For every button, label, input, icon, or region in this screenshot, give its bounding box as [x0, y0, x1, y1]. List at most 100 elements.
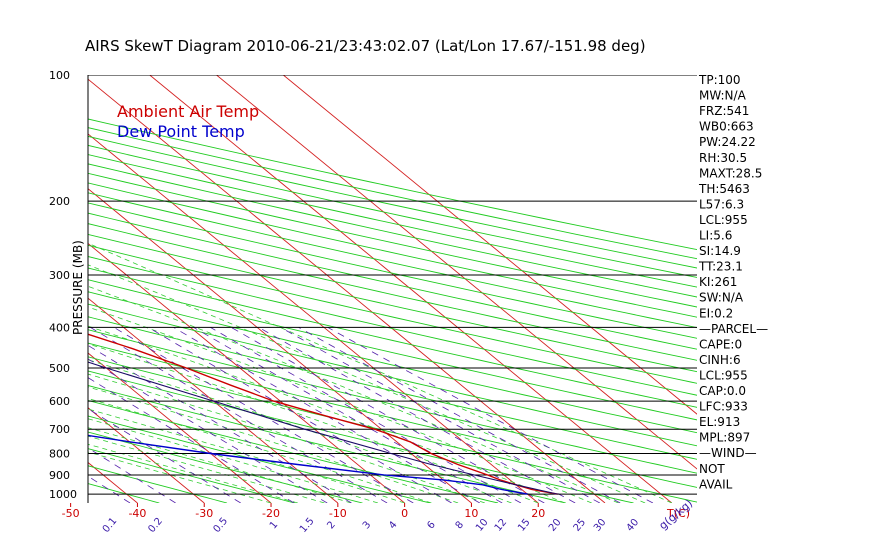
mixing-ratio-line: [90, 326, 388, 503]
dry-adiabat-line: [88, 182, 697, 318]
moist-adiabat-line: [88, 264, 646, 503]
dry-adiabat-line: [88, 244, 697, 384]
mixing-ratio-line: [327, 326, 654, 503]
mixing-ratio-tick-label: 1: [268, 519, 281, 531]
pressure-tick-label: 900: [49, 469, 70, 482]
mixing-ratio-line: [258, 326, 576, 503]
moist-adiabat-line: [88, 398, 432, 503]
moist-adiabat-line: [88, 386, 459, 503]
mixing-ratio-tick-label: 20: [547, 517, 564, 534]
legend-dew-point-temp: Dew Point Temp: [117, 122, 245, 141]
index-entry: TP:100: [698, 73, 741, 87]
dry-adiabat-line: [88, 303, 697, 447]
mixing-ratio-line: [193, 326, 503, 503]
isotherm-line: [88, 407, 205, 503]
dry-adiabat-line: [88, 465, 228, 503]
isotherm-line: [0, 75, 71, 503]
dry-adiabat-line: [88, 267, 697, 408]
dry-adiabat-line: [88, 356, 697, 503]
isotherm-line: [216, 75, 697, 470]
dry-adiabat-line: [88, 192, 697, 329]
index-entry: PW:24.22: [699, 135, 756, 149]
mixing-ratio-line: [298, 326, 621, 503]
index-entry: CAP:0.0: [699, 384, 746, 398]
bottom-temp-tick-label: 10: [464, 507, 478, 520]
y-axis-label: PRESSURE (MB): [71, 240, 85, 335]
index-entry: —WIND—: [699, 446, 757, 460]
moist-adiabat-line: [88, 359, 512, 503]
dry-adiabat-line: [88, 223, 697, 361]
dry-adiabat-line: [88, 342, 697, 488]
pressure-tick-label: 700: [49, 423, 70, 436]
legend-ambient-air-temp: Ambient Air Temp: [117, 102, 259, 121]
index-entry: MW:N/A: [699, 89, 747, 103]
pressure-tick-label: 300: [49, 269, 70, 282]
dry-adiabat-line: [88, 118, 697, 251]
ambient-temp-line: [88, 333, 558, 495]
dry-adiabat-line: [88, 172, 697, 308]
mixing-ratio-line: [280, 326, 600, 503]
bottom-temp-tick-label: -50: [62, 507, 80, 520]
chart-title: AIRS SkewT Diagram 2010-06-21/23:43:02.0…: [85, 37, 646, 55]
moist-adiabat-line: [88, 242, 672, 503]
index-entry: CINH:6: [699, 353, 741, 367]
pressure-tick-label: 800: [49, 448, 70, 461]
mixing-ratio-tick-label: 40: [625, 517, 642, 534]
mixing-ratio-line: [210, 326, 522, 503]
isotherm-line: [88, 352, 272, 503]
mixing-ratio-tick-label: 6: [425, 519, 438, 531]
index-entry: MAXT:28.5: [699, 166, 762, 180]
index-entry: SW:N/A: [699, 291, 744, 305]
mixing-ratio-tick-label: 8: [454, 519, 467, 531]
isotherm-line: [88, 133, 539, 503]
temp-unit-label: T(C): [666, 507, 690, 520]
bottom-temp-tick-label: 0: [401, 507, 408, 520]
index-entry: TT:23.1: [698, 260, 743, 274]
mixing-ratio-tick-label: 25: [572, 517, 589, 534]
index-entry: MPL:897: [699, 431, 750, 445]
dry-adiabat-line: [88, 212, 697, 350]
index-entry: EL:913: [699, 415, 740, 429]
dewpoint-line: [88, 434, 528, 495]
dry-adiabat-line: [88, 144, 697, 278]
bottom-temp-tick-label: -10: [329, 507, 347, 520]
mixing-ratio-line: [173, 326, 480, 503]
isotherm-line: [0, 75, 4, 503]
dry-adiabat-line: [88, 163, 697, 298]
index-entry: EI:0.2: [699, 306, 733, 320]
isotherm-line: [149, 75, 673, 503]
dry-adiabat-line: [88, 370, 634, 503]
dry-adiabat-line: [88, 448, 295, 503]
dry-adiabat-line: [88, 329, 697, 474]
mixing-ratio-tick-label: 3: [361, 519, 374, 531]
index-entry: NOT: [699, 462, 725, 476]
moist-adiabat-line: [88, 373, 485, 503]
moist-adiabat-line: [88, 427, 352, 503]
moist-adiabat-line: [88, 306, 592, 503]
mixing-ratio-tick-label: 12: [493, 517, 510, 534]
pressure-tick-label: 600: [49, 395, 70, 408]
pressure-tick-label: 400: [49, 321, 70, 334]
mixing-ratio-line: [88, 358, 328, 503]
dry-adiabat-line: [88, 256, 697, 396]
mixing-ratio-tick-label: 0.2: [146, 516, 165, 535]
mixing-ratio-tick-label: 4: [387, 519, 400, 531]
index-entry: LCL:955: [699, 213, 748, 227]
dry-adiabat-line: [88, 135, 697, 269]
index-entry: —PARCEL—: [699, 322, 768, 336]
parcel-line: [88, 361, 558, 495]
index-entry: AVAIL: [699, 477, 733, 491]
isotherm-line: [283, 75, 697, 415]
mixing-ratio-tick-label: 1.5: [298, 516, 317, 535]
mixing-ratio-tick-label: 2: [325, 519, 338, 531]
pressure-tick-label: 100: [49, 69, 70, 82]
isotherm-line: [88, 188, 472, 503]
index-entry: RH:30.5: [699, 151, 747, 165]
moist-adiabat-line: [88, 418, 379, 503]
mixing-ratio-tick-label: 15: [516, 517, 533, 534]
index-entry: FRZ:541: [699, 104, 749, 118]
index-entry: LCL:955: [699, 368, 748, 382]
index-entry: WB0:663: [699, 120, 754, 134]
bottom-temp-tick-label: -40: [128, 507, 146, 520]
index-entry: LI:5.6: [699, 229, 732, 243]
